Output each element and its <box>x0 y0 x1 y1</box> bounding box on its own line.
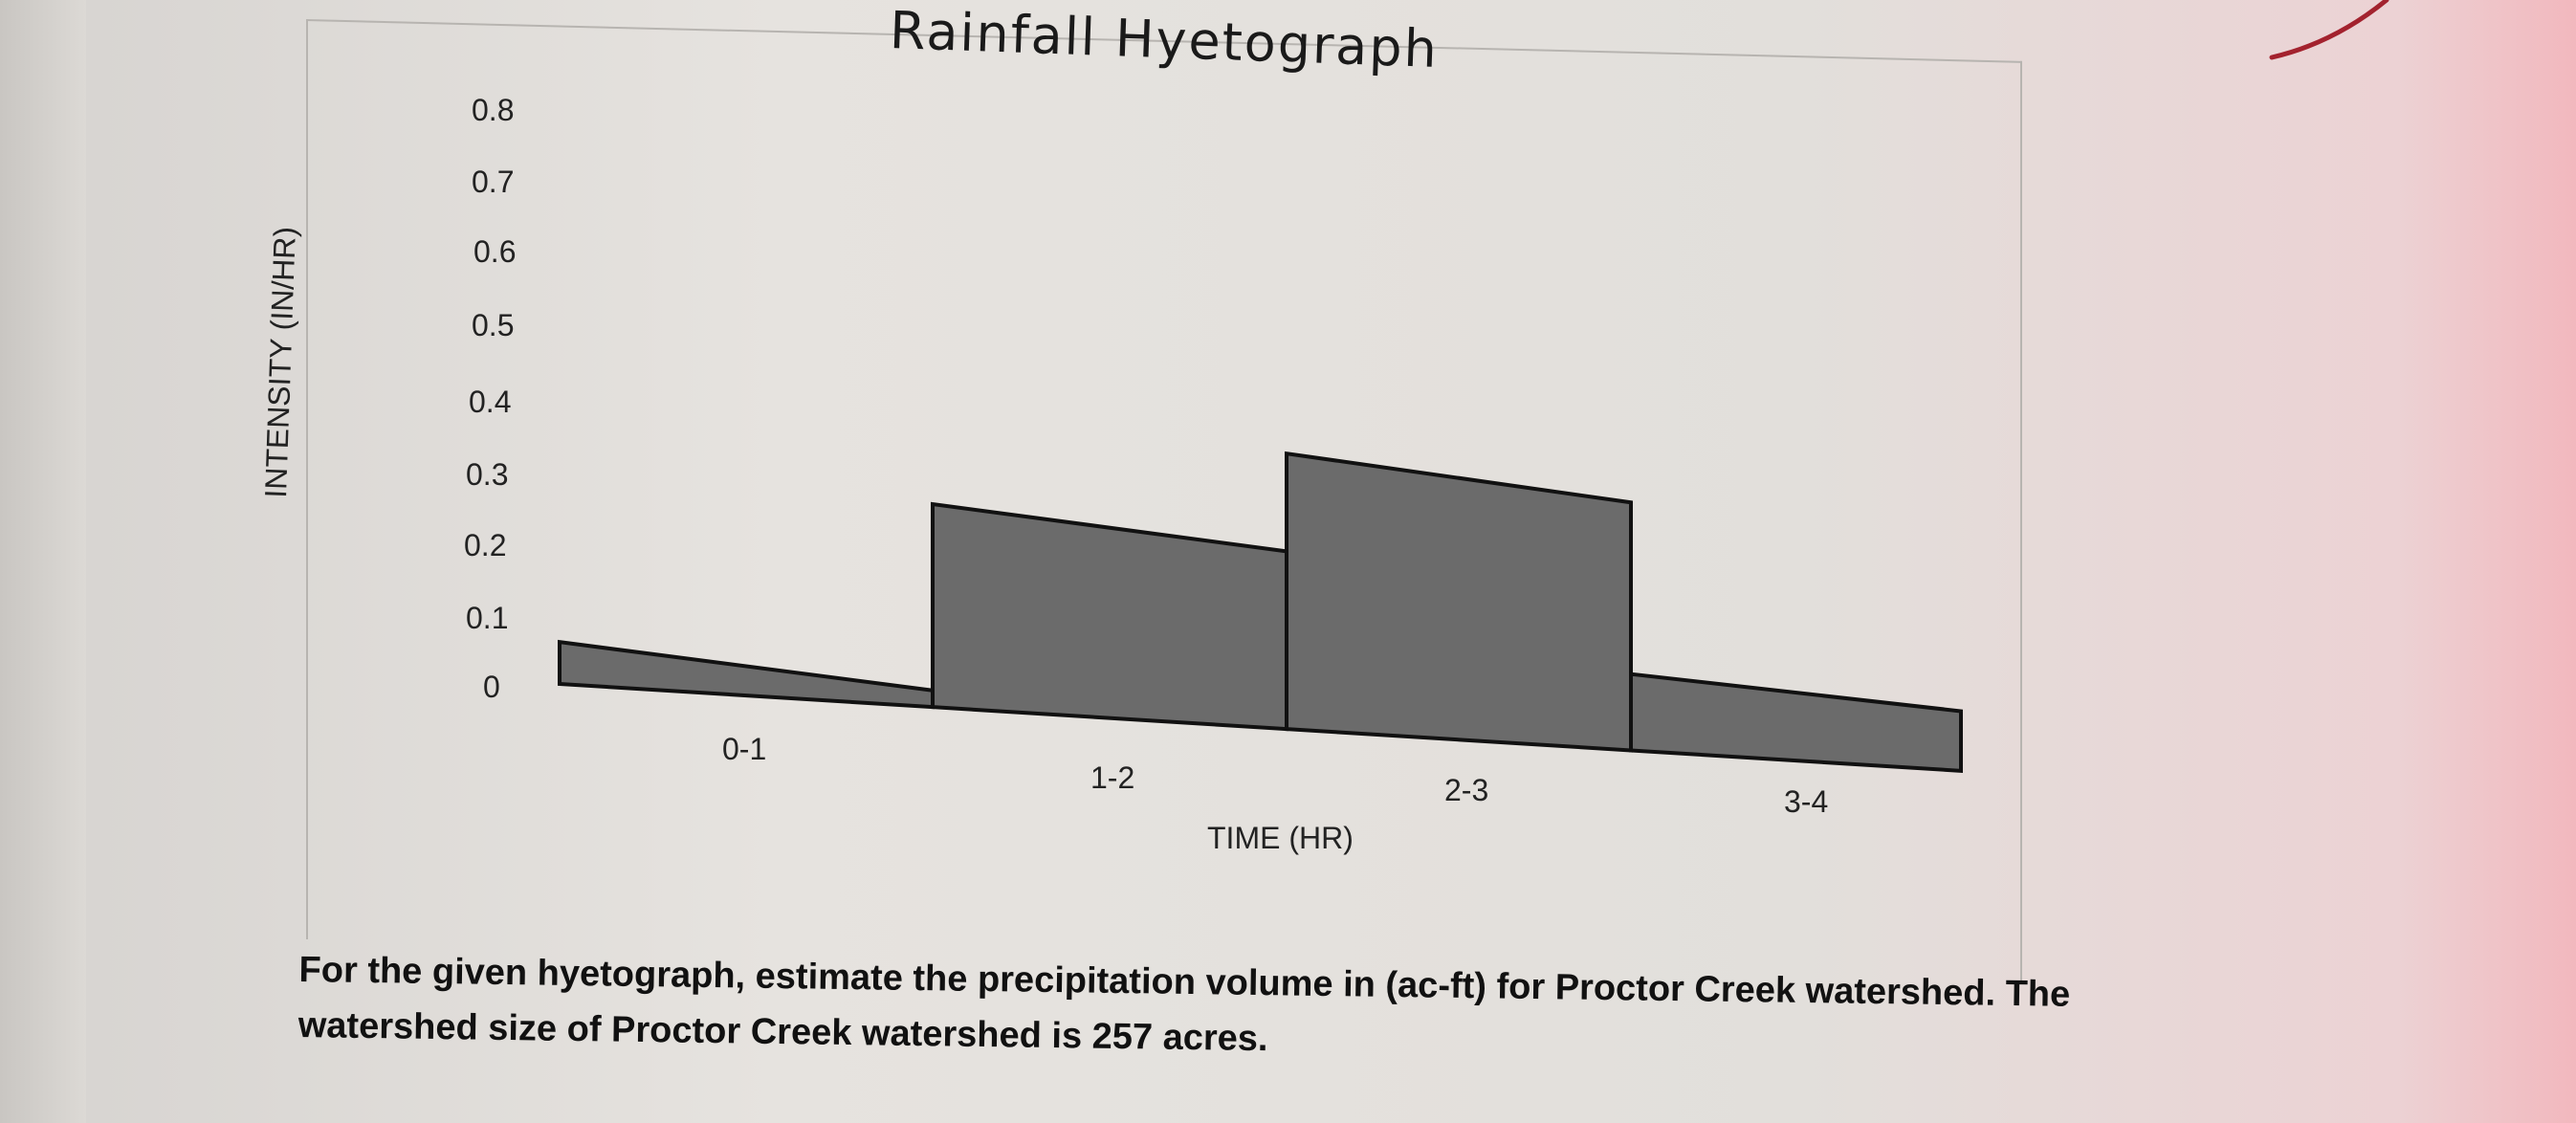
y-tick-label: 0.3 <box>466 457 509 492</box>
y-tick-label: 0.8 <box>472 93 515 127</box>
y-tick-label: 0.6 <box>473 234 517 269</box>
bar-3-4 <box>1629 672 1963 773</box>
y-tick-label: 0.7 <box>472 165 515 199</box>
y-tick-label: 0.2 <box>464 528 507 562</box>
x-tick-label: 2-3 <box>1444 773 1489 807</box>
y-tick-label: 0 <box>483 670 500 704</box>
x-axis-label: TIME (HR) <box>1207 821 1354 855</box>
x-tick-label: 1-2 <box>1090 760 1135 795</box>
red-pen-mark <box>2269 0 2389 60</box>
x-tick-label: 3-4 <box>1784 784 1829 819</box>
y-tick-label: 0.5 <box>472 308 515 342</box>
bar-0-1 <box>558 639 935 710</box>
y-tick-label: 0.1 <box>466 601 509 635</box>
paper-edge <box>0 0 86 1123</box>
y-tick-label: 0.4 <box>469 385 512 419</box>
x-tick-label: 0-1 <box>722 732 767 766</box>
bar-1-2 <box>931 501 1288 732</box>
bar-2-3 <box>1285 451 1633 753</box>
